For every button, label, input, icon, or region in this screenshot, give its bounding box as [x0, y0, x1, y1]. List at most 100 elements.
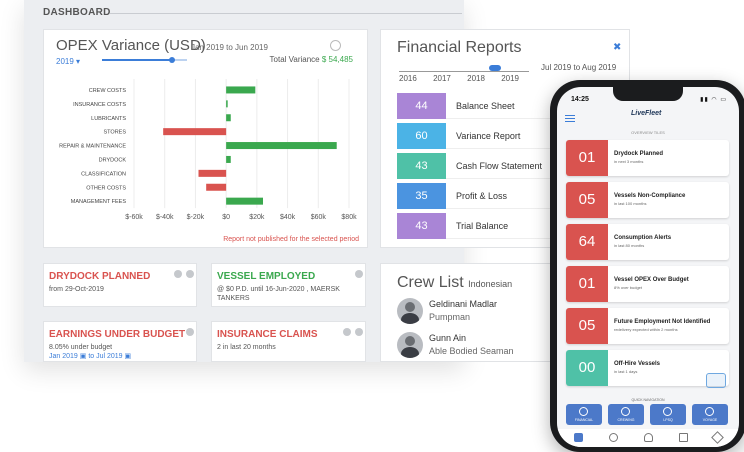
- help-icon[interactable]: [186, 328, 194, 336]
- quick-nav-label: QUICK NAVIGATION: [631, 398, 665, 402]
- overview-tile[interactable]: 01 Vessel OPEX Over Budget 8% over budge…: [566, 266, 729, 302]
- help-icon[interactable]: [186, 270, 194, 278]
- quick-nav-lpsq[interactable]: LPSQ: [650, 404, 686, 425]
- avatar: [397, 298, 423, 324]
- financial-title: Financial Reports: [397, 39, 522, 56]
- status-time: 14:25: [571, 96, 589, 103]
- financial-report-row[interactable]: 43 Trial Balance: [397, 213, 617, 239]
- financial-date-range: Jul 2019 to Aug 2019: [541, 63, 617, 72]
- tile-subtitle: in last 80 months: [614, 243, 645, 248]
- date-from[interactable]: Jan 2019: [49, 353, 78, 360]
- tile-subtitle: in last 100 months: [614, 201, 647, 206]
- date-to[interactable]: to Jul 2019: [88, 353, 123, 360]
- crewing-icon: [621, 407, 630, 416]
- crew-member[interactable]: Gunn Ain Able Bodied Seaman: [397, 332, 617, 366]
- financial-slider-handle[interactable]: [489, 65, 501, 71]
- overview-tile[interactable]: 00 Off-Hire Vessels in last 1 days: [566, 350, 729, 386]
- report-label: Profit & Loss: [456, 191, 508, 201]
- year-label: 2016: [399, 74, 417, 83]
- crew-title-text: Crew List: [397, 274, 464, 291]
- x-tick-label: $20k: [249, 214, 265, 221]
- bookmark-icon[interactable]: [679, 433, 688, 442]
- quick-nav-label: LPSQ: [663, 418, 673, 422]
- tile-insurance-claims[interactable]: INSURANCE CLAIMS 2 in last 20 months: [211, 321, 366, 362]
- quick-nav-label: VOYAGE: [702, 418, 718, 422]
- tile-title: Drydock Planned: [614, 151, 664, 157]
- crew-nationality: Indonesian: [468, 279, 513, 289]
- crew-role: Able Bodied Seaman: [429, 346, 514, 356]
- variance-bar: [206, 183, 227, 191]
- tile-title: Vessels Non-Compliance: [614, 193, 686, 199]
- overview-tile[interactable]: 01 Drydock Planned in next 3 months: [566, 140, 729, 176]
- report-label: Variance Report: [456, 131, 521, 141]
- search-icon[interactable]: [330, 40, 341, 51]
- report-label: Balance Sheet: [456, 101, 515, 111]
- opex-title: OPEX Variance (USD): [56, 37, 206, 54]
- financial-years: 2016 2017 2018 2019: [399, 74, 519, 83]
- variance-bar: [163, 128, 227, 136]
- tile-drydock-planned[interactable]: DRYDOCK PLANNED from 29-Oct-2019: [43, 263, 197, 307]
- help-icon[interactable]: [355, 270, 363, 278]
- send-icon[interactable]: [711, 431, 724, 444]
- category-label: CLASSIFICATION: [81, 171, 126, 177]
- home-icon[interactable]: [574, 433, 583, 442]
- category-label: REPAIR & MAINTENANCE: [59, 144, 126, 150]
- overview-tile[interactable]: 64 Consumption Alerts in last 80 months: [566, 224, 729, 260]
- tile-title: Consumption Alerts: [614, 235, 672, 241]
- opex-year-select[interactable]: 2019 ▾: [56, 57, 81, 66]
- category-label: OTHER COSTS: [86, 185, 126, 191]
- report-label: Cash Flow Statement: [456, 161, 543, 171]
- variance-bar: [226, 155, 231, 163]
- help-icon[interactable]: [355, 328, 363, 336]
- variance-bar: [198, 169, 227, 177]
- variance-bar: [226, 86, 256, 94]
- tile-earnings-under-budget[interactable]: EARNINGS UNDER BUDGET 8.05% under budget…: [43, 321, 197, 362]
- opex-period-slider[interactable]: [102, 57, 187, 63]
- overview-tile[interactable]: 05 Vessels Non-Compliance in last 100 mo…: [566, 182, 729, 218]
- x-tick-label: $-20k: [187, 214, 205, 221]
- total-variance-label: Total Variance: [269, 55, 320, 64]
- financial-report-row[interactable]: 60 Variance Report: [397, 123, 617, 149]
- year-label: 2017: [433, 74, 451, 83]
- camera-icon[interactable]: [706, 373, 726, 388]
- lpsq-icon: [663, 407, 672, 416]
- tile-count: 01: [566, 266, 608, 302]
- category-label: DRYDOCK: [99, 157, 127, 163]
- search-icon[interactable]: [609, 433, 618, 442]
- financial-report-row[interactable]: 43 Cash Flow Statement: [397, 153, 617, 179]
- financial-report-row[interactable]: 44 Balance Sheet: [397, 93, 617, 119]
- report-count: 44: [397, 93, 446, 119]
- bell-icon[interactable]: [644, 433, 653, 442]
- opex-slider-handle[interactable]: [169, 57, 175, 63]
- expand-icon[interactable]: ✖: [613, 42, 622, 53]
- tile-vessel-employed[interactable]: VESSEL EMPLOYED @ $0 P.D. until 16-Jun-2…: [211, 263, 366, 307]
- gear-icon[interactable]: [343, 328, 351, 336]
- gear-icon[interactable]: [174, 270, 182, 278]
- overview-tile[interactable]: 05 Future Employment Not Identified rede…: [566, 308, 729, 344]
- quick-nav-financial[interactable]: FINANCIAL: [566, 404, 602, 425]
- signal-wifi-battery-icon: ▮▮ ◠ ▭: [700, 97, 727, 103]
- tile-subtitle: 8.05% under budget: [49, 344, 113, 351]
- overview-label: OVERVIEW TILES: [631, 130, 665, 135]
- opex-date-range: Jan 2019 to Jun 2019: [191, 43, 268, 52]
- tile-count: 01: [566, 140, 608, 176]
- financial-report-row[interactable]: 35 Profit & Loss: [397, 183, 617, 209]
- tile-subtitle: redelivery expected within 2 months: [614, 327, 678, 332]
- category-label: INSURANCE COSTS: [73, 102, 126, 108]
- crew-title: Crew List Indonesian: [397, 274, 512, 292]
- financial-icon: [579, 407, 588, 416]
- x-tick-label: $-40k: [156, 214, 174, 221]
- phone-screen: 14:25 ▮▮ ◠ ▭ LiveFleet OVERVIEW TILES 01…: [557, 87, 739, 447]
- menu-icon[interactable]: [565, 115, 575, 122]
- tile-title: Future Employment Not Identified: [614, 319, 711, 325]
- tile-title: Off-Hire Vessels: [614, 361, 661, 367]
- quick-nav-crewing[interactable]: CREWING: [608, 404, 644, 425]
- report-count: 35: [397, 183, 446, 209]
- crew-member[interactable]: Geldinani Madlar Pumpman: [397, 298, 617, 332]
- quick-nav-voyage[interactable]: VOYAGE: [692, 404, 728, 425]
- financial-year-slider[interactable]: [399, 64, 529, 72]
- category-label: MANAGEMENT FEES: [71, 199, 127, 205]
- tile-title: INSURANCE CLAIMS: [217, 329, 318, 340]
- avatar: [397, 332, 423, 358]
- tile-title: DRYDOCK PLANNED: [49, 271, 151, 282]
